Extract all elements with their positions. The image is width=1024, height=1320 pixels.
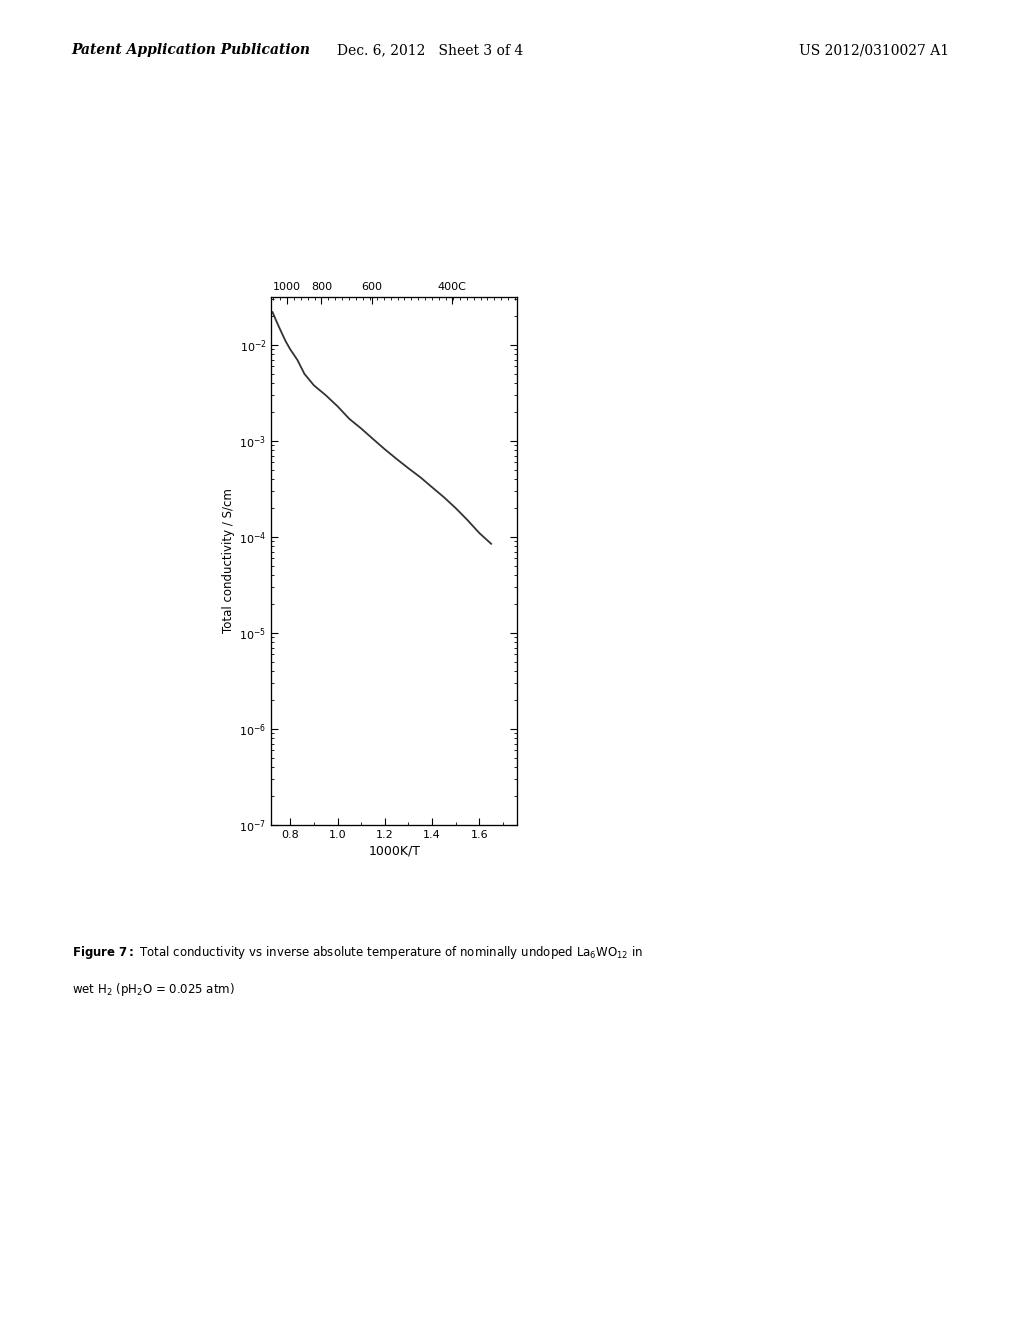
X-axis label: 1000K/T: 1000K/T xyxy=(369,843,420,857)
Text: wet H$_2$ (pH$_2$O = 0.025 atm): wet H$_2$ (pH$_2$O = 0.025 atm) xyxy=(72,981,234,998)
Y-axis label: Total conductivity / S/cm: Total conductivity / S/cm xyxy=(222,488,234,634)
Text: Patent Application Publication: Patent Application Publication xyxy=(72,44,310,57)
Text: Dec. 6, 2012   Sheet 3 of 4: Dec. 6, 2012 Sheet 3 of 4 xyxy=(337,44,523,57)
Text: US 2012/0310027 A1: US 2012/0310027 A1 xyxy=(799,44,949,57)
Text: $\mathbf{Figure\ 7:}$ Total conductivity vs inverse absolute temperature of nomi: $\mathbf{Figure\ 7:}$ Total conductivity… xyxy=(72,944,642,961)
